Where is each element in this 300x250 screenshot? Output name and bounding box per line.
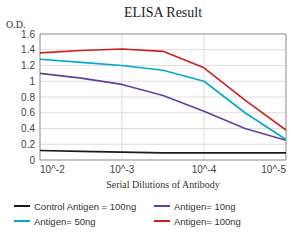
plot-frame [40,34,286,160]
legend-swatch [14,205,30,207]
y-tick-label: 1.6 [21,29,35,40]
y-tick-label: 1.4 [21,44,35,55]
x-grid-line [122,34,123,160]
series-group [40,49,286,153]
y-tick-label: 1.2 [21,60,35,71]
x-tick-label: 10^-3 [110,164,135,175]
y-grid-line [40,112,286,113]
legend: Control Antigen = 100ng Antigen= 10ng Anti… [14,201,241,227]
y-grid-line [40,97,286,98]
grid [40,34,286,160]
legend-label: Antigen= 50ng [34,216,96,227]
y-tick-label: 0.4 [21,123,35,134]
legend-label: Antigen= 10ng [174,201,236,212]
y-tick-label: 0.2 [21,139,35,150]
legend-swatch [14,220,30,222]
y-grid-line [40,65,286,66]
series-line [40,73,286,140]
chart: ELISA ResultO.D.00.20.40.60.811.21.41.61… [0,0,300,250]
y-tick-label: 0 [29,155,35,166]
y-grid-line [40,144,286,145]
legend-swatch [154,220,170,222]
x-axis-label: Serial Dilutions of Antibody [106,179,220,190]
series-line [40,151,286,153]
legend-label: Antigen= 100ng [174,216,241,227]
legend-swatch [154,205,170,207]
y-tick-label: 0.6 [21,107,35,118]
y-tick-label: 1 [29,76,35,87]
x-grid-line [204,34,205,160]
x-tick-label: 10^-5 [261,164,286,175]
series-line [40,49,286,130]
series-line [40,59,286,139]
legend-label: Control Antigen = 100ng [34,201,136,212]
y-grid-line [40,81,286,82]
x-tick-label: 10^-2 [40,164,65,175]
y-tick-label: 0.8 [21,92,35,103]
x-tick-label: 10^-4 [192,164,217,175]
title: ELISA Result [124,5,202,20]
